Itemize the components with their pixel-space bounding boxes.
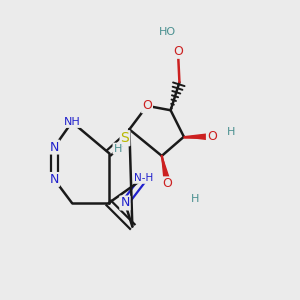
Text: N: N: [50, 173, 59, 186]
Text: H: H: [226, 127, 235, 137]
Text: O: O: [173, 45, 183, 58]
Text: O: O: [207, 130, 217, 143]
Polygon shape: [162, 156, 171, 184]
Text: O: O: [163, 177, 172, 190]
Polygon shape: [184, 134, 212, 140]
Text: HO: HO: [159, 27, 176, 37]
Text: O: O: [142, 99, 152, 112]
Text: H: H: [113, 143, 122, 154]
Text: N: N: [120, 196, 130, 209]
Text: NH: NH: [64, 117, 80, 127]
Text: H: H: [191, 194, 200, 204]
Text: N-H: N-H: [134, 173, 154, 183]
Text: S: S: [121, 131, 129, 145]
Text: N: N: [50, 141, 59, 154]
